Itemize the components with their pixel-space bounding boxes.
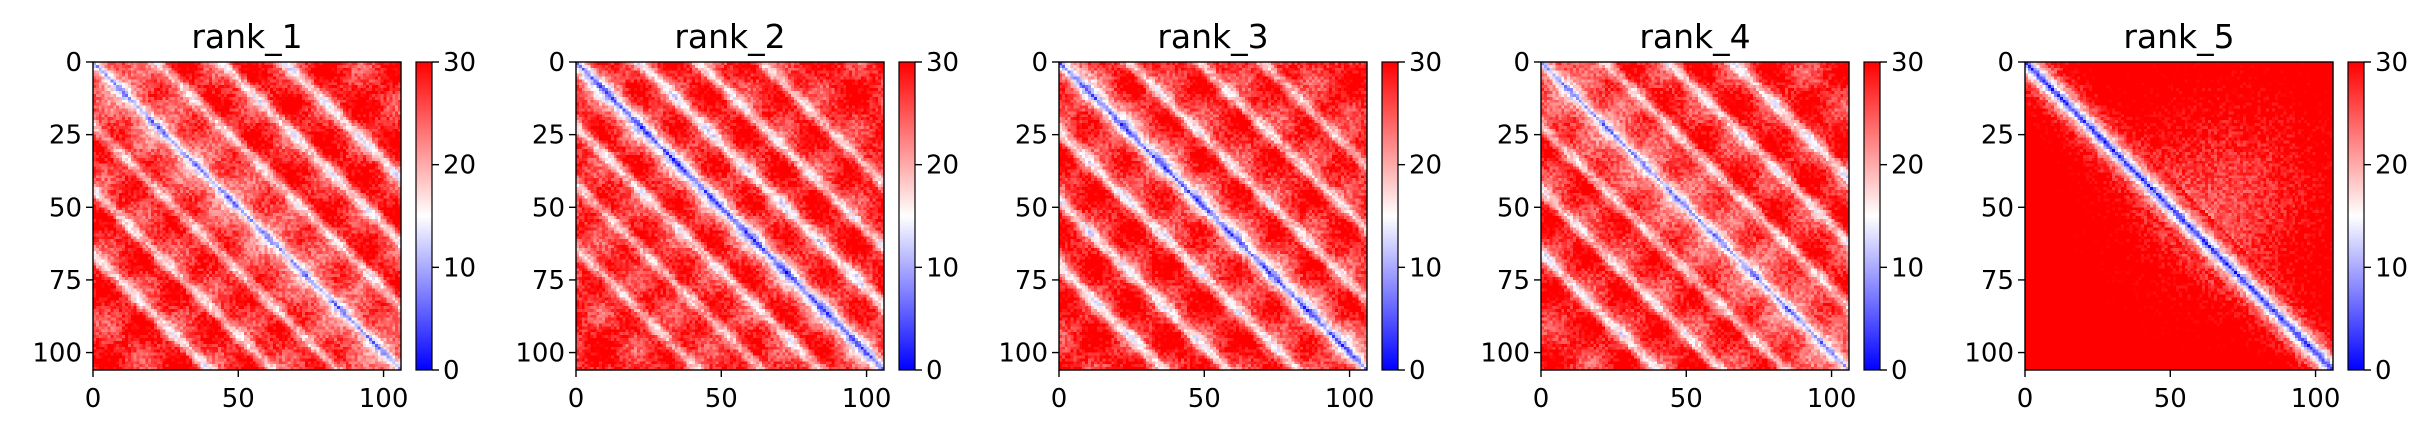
y-tick-label: 50 xyxy=(49,193,82,223)
y-tick-label: 100 xyxy=(32,339,82,369)
plot-frame xyxy=(2024,61,2334,371)
heatmap-image xyxy=(1059,62,1367,370)
heatmap-image xyxy=(2025,62,2333,370)
plot-frame xyxy=(1058,61,1368,371)
heatmap-image xyxy=(1541,62,1849,370)
y-tick-label: 50 xyxy=(532,193,565,223)
y-tick-label: 0 xyxy=(65,48,82,78)
plot-frame xyxy=(1540,61,1850,371)
colorbar-tick-label: 30 xyxy=(926,48,959,78)
x-tick-label: 100 xyxy=(1807,384,1857,414)
colorbar-tick-label: 30 xyxy=(2375,48,2408,78)
x-tick-label: 0 xyxy=(85,384,102,414)
y-tick-label: 75 xyxy=(1497,266,1530,296)
y-tick-label: 25 xyxy=(49,121,82,151)
x-tick-label: 0 xyxy=(568,384,585,414)
y-tick-label: 0 xyxy=(548,48,565,78)
panel-title: rank_1 xyxy=(191,17,302,56)
colorbar xyxy=(2347,61,2365,371)
colorbar xyxy=(415,61,433,371)
panel-title: rank_4 xyxy=(1639,17,1750,56)
x-tick-label: 0 xyxy=(1533,384,1550,414)
y-tick-label: 50 xyxy=(1015,193,1048,223)
colorbar-tick-label: 30 xyxy=(1891,48,1924,78)
colorbar xyxy=(898,61,916,371)
panel-title: rank_5 xyxy=(2123,17,2234,56)
x-tick-label: 0 xyxy=(2017,384,2034,414)
colorbar-tick-label: 20 xyxy=(1409,151,1442,181)
colorbar-tick-label: 10 xyxy=(2375,253,2408,283)
y-tick-label: 75 xyxy=(532,266,565,296)
x-tick-label: 50 xyxy=(1188,384,1221,414)
y-tick-label: 75 xyxy=(1015,266,1048,296)
colorbar-tick-label: 20 xyxy=(2375,151,2408,181)
colorbar-tick-label: 0 xyxy=(1891,356,1908,386)
colorbar-tick-label: 20 xyxy=(443,151,476,181)
x-tick-label: 50 xyxy=(2154,384,2187,414)
y-tick-label: 25 xyxy=(532,121,565,151)
y-tick-label: 0 xyxy=(1513,48,1530,78)
x-tick-label: 100 xyxy=(2291,384,2341,414)
x-tick-label: 50 xyxy=(705,384,738,414)
y-tick-label: 100 xyxy=(1964,339,2014,369)
x-tick-label: 50 xyxy=(222,384,255,414)
x-tick-label: 0 xyxy=(1051,384,1068,414)
colorbar-tick-label: 10 xyxy=(1409,253,1442,283)
y-tick-label: 100 xyxy=(998,339,1048,369)
y-tick-label: 75 xyxy=(1981,266,2014,296)
x-tick-label: 100 xyxy=(1325,384,1375,414)
colorbar-tick-label: 10 xyxy=(926,253,959,283)
y-tick-label: 75 xyxy=(49,266,82,296)
colorbar-tick-label: 30 xyxy=(1409,48,1442,78)
x-tick-label: 50 xyxy=(1670,384,1703,414)
y-tick-label: 25 xyxy=(1497,121,1530,151)
colorbar-tick-label: 30 xyxy=(443,48,476,78)
x-tick-label: 100 xyxy=(842,384,892,414)
plot-frame xyxy=(575,61,885,371)
colorbar-tick-label: 0 xyxy=(443,356,460,386)
y-tick-label: 25 xyxy=(1015,121,1048,151)
colorbar xyxy=(1863,61,1881,371)
colorbar-tick-label: 0 xyxy=(1409,356,1426,386)
colorbar-tick-label: 0 xyxy=(2375,356,2392,386)
plot-frame xyxy=(92,61,402,371)
colorbar-tick-label: 10 xyxy=(1891,253,1924,283)
y-tick-label: 0 xyxy=(1031,48,1048,78)
x-tick-label: 100 xyxy=(359,384,409,414)
colorbar xyxy=(1381,61,1399,371)
y-tick-label: 50 xyxy=(1497,193,1530,223)
panel-title: rank_2 xyxy=(674,17,785,56)
y-tick-label: 25 xyxy=(1981,121,2014,151)
colorbar-tick-label: 10 xyxy=(443,253,476,283)
y-tick-label: 100 xyxy=(515,339,565,369)
heatmap-image xyxy=(93,62,401,370)
colorbar-tick-label: 0 xyxy=(926,356,943,386)
panel-title: rank_3 xyxy=(1157,17,1268,56)
colorbar-tick-label: 20 xyxy=(1891,151,1924,181)
y-tick-label: 0 xyxy=(1997,48,2014,78)
heatmap-image xyxy=(576,62,884,370)
colorbar-tick-label: 20 xyxy=(926,151,959,181)
y-tick-label: 100 xyxy=(1480,339,1530,369)
y-tick-label: 50 xyxy=(1981,193,2014,223)
